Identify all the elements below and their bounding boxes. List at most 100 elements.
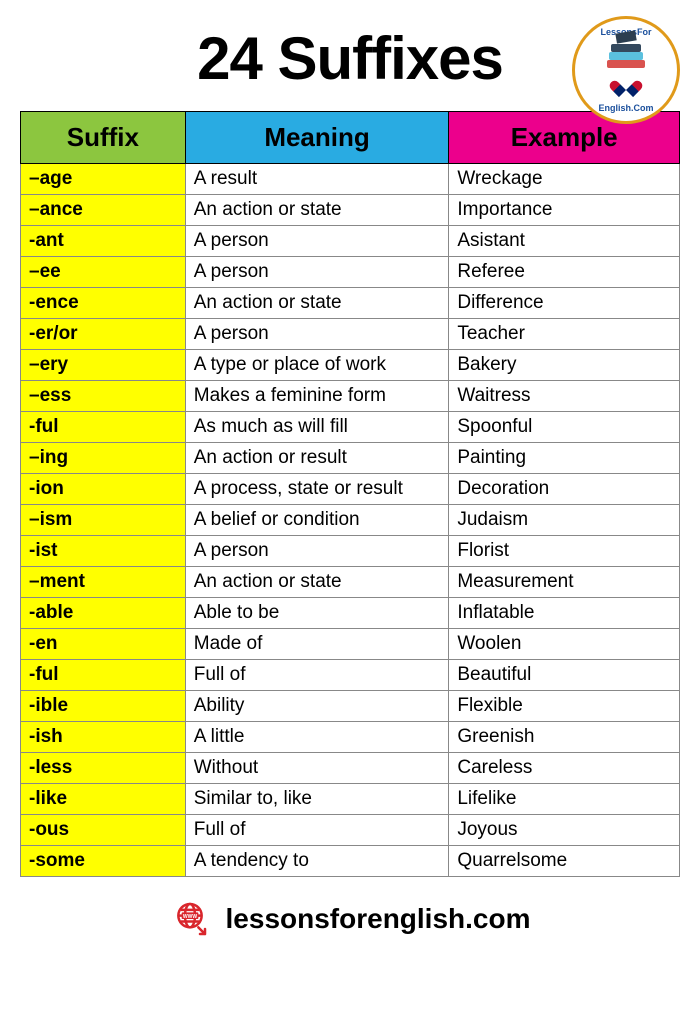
meaning-cell: An action or state bbox=[185, 195, 449, 226]
example-cell: Painting bbox=[449, 443, 680, 474]
suffix-cell: –ing bbox=[21, 443, 186, 474]
example-cell: Woolen bbox=[449, 629, 680, 660]
suffix-cell: -ion bbox=[21, 474, 186, 505]
example-cell: Wreckage bbox=[449, 164, 680, 195]
table-row: -fulAs much as will fillSpoonful bbox=[21, 412, 680, 443]
table-row: -ishA littleGreenish bbox=[21, 722, 680, 753]
meaning-cell: Full of bbox=[185, 815, 449, 846]
suffix-cell: -able bbox=[21, 598, 186, 629]
suffix-cell: -ful bbox=[21, 660, 186, 691]
svg-text:WWW: WWW bbox=[182, 914, 196, 920]
suffix-cell: -like bbox=[21, 784, 186, 815]
header: 24 Suffixes LessonsFor English.Com bbox=[20, 24, 680, 93]
meaning-cell: As much as will fill bbox=[185, 412, 449, 443]
suffix-cell: -ence bbox=[21, 288, 186, 319]
table-row: –eryA type or place of workBakery bbox=[21, 350, 680, 381]
meaning-cell: A person bbox=[185, 319, 449, 350]
table-row: -ableAble to beInflatable bbox=[21, 598, 680, 629]
meaning-cell: Able to be bbox=[185, 598, 449, 629]
logo-text-bottom: English.Com bbox=[598, 103, 653, 113]
suffix-cell: -some bbox=[21, 846, 186, 877]
table-row: –mentAn action or stateMeasurement bbox=[21, 567, 680, 598]
table-row: -istA personFlorist bbox=[21, 536, 680, 567]
table-row: -antA personAsistant bbox=[21, 226, 680, 257]
example-cell: Florist bbox=[449, 536, 680, 567]
meaning-cell: A process, state or result bbox=[185, 474, 449, 505]
table-row: -enceAn action or stateDifference bbox=[21, 288, 680, 319]
example-cell: Quarrelsome bbox=[449, 846, 680, 877]
uk-heart-icon bbox=[616, 74, 636, 92]
example-cell: Bakery bbox=[449, 350, 680, 381]
meaning-cell: Ability bbox=[185, 691, 449, 722]
meaning-cell: A person bbox=[185, 536, 449, 567]
example-cell: Asistant bbox=[449, 226, 680, 257]
table-row: –ingAn action or resultPainting bbox=[21, 443, 680, 474]
column-header-meaning: Meaning bbox=[185, 112, 449, 164]
suffix-cell: –ery bbox=[21, 350, 186, 381]
table-row: -er/orA personTeacher bbox=[21, 319, 680, 350]
table-row: –ismA belief or conditionJudaism bbox=[21, 505, 680, 536]
suffix-cell: -ous bbox=[21, 815, 186, 846]
meaning-cell: A person bbox=[185, 226, 449, 257]
table-row: -ousFull ofJoyous bbox=[21, 815, 680, 846]
meaning-cell: Without bbox=[185, 753, 449, 784]
table-row: –ageA resultWreckage bbox=[21, 164, 680, 195]
page-title: 24 Suffixes bbox=[197, 24, 503, 93]
suffix-cell: -en bbox=[21, 629, 186, 660]
example-cell: Referee bbox=[449, 257, 680, 288]
example-cell: Greenish bbox=[449, 722, 680, 753]
table-row: –essMakes a feminine formWaitress bbox=[21, 381, 680, 412]
meaning-cell: Made of bbox=[185, 629, 449, 660]
example-cell: Spoonful bbox=[449, 412, 680, 443]
example-cell: Lifelike bbox=[449, 784, 680, 815]
meaning-cell: An action or state bbox=[185, 288, 449, 319]
footer-url: lessonsforenglish.com bbox=[226, 903, 531, 935]
meaning-cell: Full of bbox=[185, 660, 449, 691]
example-cell: Flexible bbox=[449, 691, 680, 722]
table-row: -ionA process, state or resultDecoration bbox=[21, 474, 680, 505]
suffix-cell: –age bbox=[21, 164, 186, 195]
example-cell: Difference bbox=[449, 288, 680, 319]
meaning-cell: A person bbox=[185, 257, 449, 288]
example-cell: Importance bbox=[449, 195, 680, 226]
table-header-row: SuffixMeaningExample bbox=[21, 112, 680, 164]
suffix-cell: -ful bbox=[21, 412, 186, 443]
suffix-cell: -ist bbox=[21, 536, 186, 567]
example-cell: Beautiful bbox=[449, 660, 680, 691]
meaning-cell: An action or state bbox=[185, 567, 449, 598]
table-row: -lessWithoutCareless bbox=[21, 753, 680, 784]
books-icon bbox=[607, 42, 645, 68]
meaning-cell: A belief or condition bbox=[185, 505, 449, 536]
example-cell: Teacher bbox=[449, 319, 680, 350]
meaning-cell: A type or place of work bbox=[185, 350, 449, 381]
example-cell: Judaism bbox=[449, 505, 680, 536]
example-cell: Careless bbox=[449, 753, 680, 784]
footer: WWW lessonsforenglish.com bbox=[20, 899, 680, 939]
globe-www-icon: WWW bbox=[170, 899, 210, 939]
meaning-cell: Similar to, like bbox=[185, 784, 449, 815]
site-logo: LessonsFor English.Com bbox=[572, 16, 680, 124]
meaning-cell: Makes a feminine form bbox=[185, 381, 449, 412]
meaning-cell: A tendency to bbox=[185, 846, 449, 877]
suffix-cell: -less bbox=[21, 753, 186, 784]
suffix-cell: –ment bbox=[21, 567, 186, 598]
table-row: –eeA personReferee bbox=[21, 257, 680, 288]
suffixes-table: SuffixMeaningExample –ageA resultWreckag… bbox=[20, 111, 680, 877]
suffix-cell: -ible bbox=[21, 691, 186, 722]
table-row: -fulFull ofBeautiful bbox=[21, 660, 680, 691]
example-cell: Decoration bbox=[449, 474, 680, 505]
suffix-cell: -ant bbox=[21, 226, 186, 257]
suffix-cell: –ism bbox=[21, 505, 186, 536]
meaning-cell: A result bbox=[185, 164, 449, 195]
meaning-cell: An action or result bbox=[185, 443, 449, 474]
table-row: -enMade ofWoolen bbox=[21, 629, 680, 660]
meaning-cell: A little bbox=[185, 722, 449, 753]
example-cell: Measurement bbox=[449, 567, 680, 598]
suffix-cell: –ee bbox=[21, 257, 186, 288]
suffix-cell: –ess bbox=[21, 381, 186, 412]
table-row: -ibleAbilityFlexible bbox=[21, 691, 680, 722]
table-row: -someA tendency toQuarrelsome bbox=[21, 846, 680, 877]
example-cell: Joyous bbox=[449, 815, 680, 846]
table-row: -likeSimilar to, likeLifelike bbox=[21, 784, 680, 815]
column-header-suffix: Suffix bbox=[21, 112, 186, 164]
